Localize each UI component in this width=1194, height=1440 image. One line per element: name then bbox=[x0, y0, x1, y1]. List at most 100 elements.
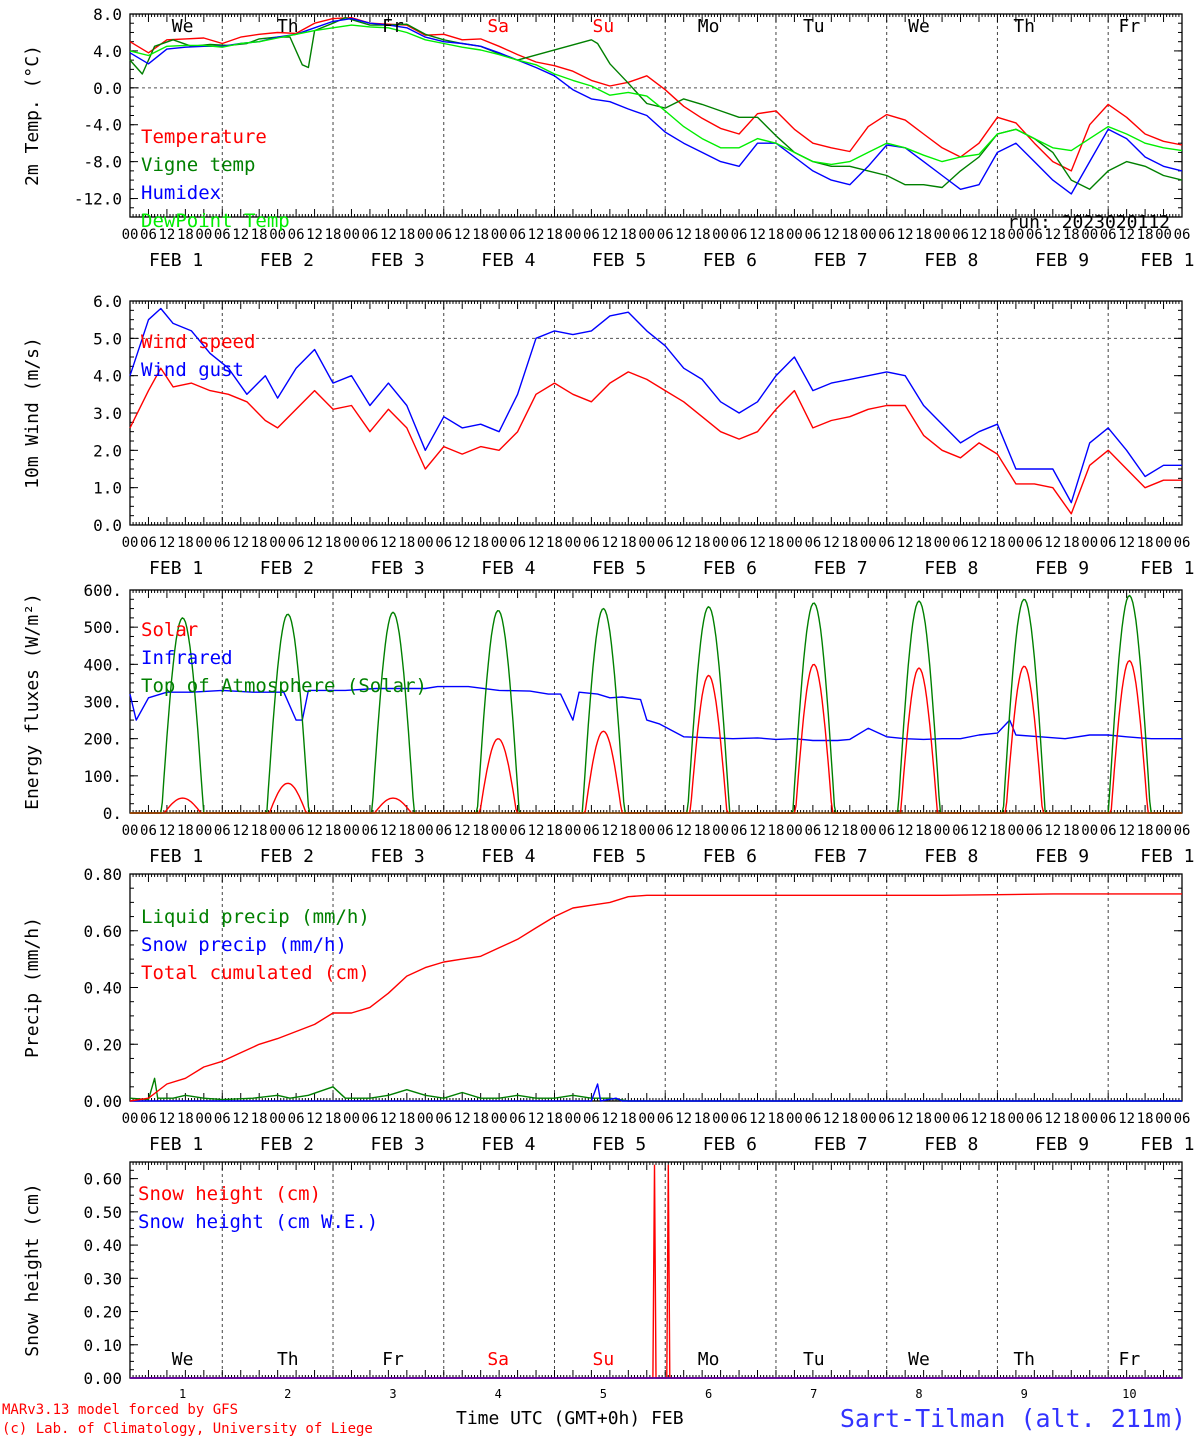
y-axis-label: 10m Wind (m/s) bbox=[22, 337, 43, 489]
x-hour-label: 06 bbox=[509, 1111, 526, 1127]
x-hour-label: 06 bbox=[362, 227, 379, 243]
x-hour-label: 18 bbox=[989, 227, 1006, 243]
x-hour-label: 00 bbox=[195, 823, 212, 839]
x-hour-label: 12 bbox=[380, 1111, 397, 1127]
x-hour-label: 12 bbox=[971, 535, 988, 551]
weekday-label: Th bbox=[277, 16, 299, 37]
y-tick-label: 600. bbox=[83, 581, 122, 600]
x-hour-label: 18 bbox=[1137, 227, 1154, 243]
x-hour-label: 00 bbox=[491, 227, 508, 243]
x-hour-label: 12 bbox=[823, 823, 840, 839]
x-hour-label: 18 bbox=[841, 1111, 858, 1127]
y-tick-label: 0.10 bbox=[83, 1336, 122, 1355]
plot-frame bbox=[129, 300, 1183, 526]
y-tick-label: 0. bbox=[103, 804, 122, 823]
x-hour-label: 00 bbox=[1007, 535, 1024, 551]
x-hour-label: 12 bbox=[1044, 535, 1061, 551]
x-hour-label: 12 bbox=[823, 535, 840, 551]
x-hour-label: 12 bbox=[232, 823, 249, 839]
x-date-label: FEB 8 bbox=[924, 846, 978, 867]
day-number: 5 bbox=[600, 1387, 607, 1401]
y-axis-label: Precip (mm/h) bbox=[22, 917, 43, 1058]
y-tick-label: 0.0 bbox=[93, 79, 122, 98]
x-hour-label: 00 bbox=[860, 535, 877, 551]
x-hour-label: 18 bbox=[1063, 535, 1080, 551]
x-hour-label: 12 bbox=[1118, 535, 1135, 551]
x-hour-label: 00 bbox=[712, 1111, 729, 1127]
y-tick-label: 8.0 bbox=[93, 5, 122, 24]
x-hour-label: 12 bbox=[306, 1111, 323, 1127]
x-hour-label: 06 bbox=[878, 535, 895, 551]
x-hour-label: 00 bbox=[786, 823, 803, 839]
x-hour-label: 00 bbox=[269, 227, 286, 243]
x-hour-label: 00 bbox=[786, 227, 803, 243]
y-axis-label: Energy fluxes (W/m²) bbox=[22, 593, 43, 810]
x-hour-label: 18 bbox=[398, 535, 415, 551]
run-annotation: run: 2023020112 bbox=[1007, 212, 1170, 233]
x-hour-label: 18 bbox=[620, 227, 637, 243]
day-number: 7 bbox=[810, 1387, 817, 1401]
weekday-label: Fr bbox=[1119, 1349, 1141, 1370]
x-hour-label: 06 bbox=[288, 535, 305, 551]
x-date-label: FEB 8 bbox=[924, 250, 978, 271]
x-hour-label: 12 bbox=[675, 227, 692, 243]
x-hour-label: 18 bbox=[251, 227, 268, 243]
x-hour-label: 00 bbox=[934, 1111, 951, 1127]
x-hour-label: 06 bbox=[583, 1111, 600, 1127]
x-hour-label: 18 bbox=[915, 535, 932, 551]
x-hour-label: 12 bbox=[971, 1111, 988, 1127]
x-hour-label: 12 bbox=[897, 823, 914, 839]
station-name: Sart-Tilman (alt. 211m) bbox=[840, 1404, 1186, 1433]
x-hour-label: 00 bbox=[343, 823, 360, 839]
x-date-label: FEB 6 bbox=[703, 1134, 757, 1155]
x-hour-label: 06 bbox=[435, 823, 452, 839]
x-hour-label: 18 bbox=[546, 1111, 563, 1127]
x-hour-label: 18 bbox=[1063, 823, 1080, 839]
x-hour-label: 18 bbox=[325, 227, 342, 243]
x-hour-label: 00 bbox=[934, 227, 951, 243]
weekday-label: Th bbox=[1013, 16, 1035, 37]
x-hour-label: 00 bbox=[1155, 227, 1172, 243]
x-hour-label: 00 bbox=[712, 535, 729, 551]
legend-entry: Wind speed bbox=[141, 331, 255, 353]
x-hour-label: 00 bbox=[417, 227, 434, 243]
weekday-label: Fr bbox=[382, 16, 404, 37]
y-tick-label: 0.30 bbox=[83, 1269, 122, 1288]
day-number: 6 bbox=[705, 1387, 712, 1401]
x-hour-label: 00 bbox=[491, 535, 508, 551]
x-hour-label: 12 bbox=[601, 823, 618, 839]
weekday-label: Su bbox=[593, 16, 615, 37]
y-tick-label: 0.0 bbox=[93, 516, 122, 535]
x-hour-label: 18 bbox=[177, 1111, 194, 1127]
x-hour-label: 12 bbox=[897, 1111, 914, 1127]
weekday-label: We bbox=[172, 1349, 194, 1370]
y-tick-label: 0.00 bbox=[83, 1369, 122, 1388]
x-hour-label: 12 bbox=[601, 227, 618, 243]
x-hour-label: 06 bbox=[583, 535, 600, 551]
x-hour-label: 00 bbox=[269, 1111, 286, 1127]
y-tick-label: 0.40 bbox=[83, 1236, 122, 1255]
x-hour-label: 00 bbox=[195, 535, 212, 551]
x-hour-label: 00 bbox=[491, 1111, 508, 1127]
x-date-label: FEB 6 bbox=[703, 846, 757, 867]
y-tick-label: 0.00 bbox=[83, 1092, 122, 1111]
x-date-label: FEB 1 bbox=[149, 250, 203, 271]
x-hour-label: 12 bbox=[306, 227, 323, 243]
x-hour-label: 06 bbox=[140, 1111, 157, 1127]
x-hour-label: 18 bbox=[398, 823, 415, 839]
x-hour-label: 18 bbox=[325, 535, 342, 551]
x-hour-label: 12 bbox=[749, 823, 766, 839]
x-hour-label: 00 bbox=[638, 227, 655, 243]
x-hour-label: 18 bbox=[1137, 535, 1154, 551]
x-date-label: FEB 10 bbox=[1140, 250, 1194, 271]
x-hour-label: 06 bbox=[214, 823, 231, 839]
x-hour-label: 18 bbox=[768, 1111, 785, 1127]
y-tick-label: 0.80 bbox=[83, 865, 122, 884]
x-date-label: FEB 1 bbox=[149, 846, 203, 867]
y-tick-label: 0.60 bbox=[83, 922, 122, 941]
x-hour-label: 00 bbox=[1081, 823, 1098, 839]
x-hour-label: 06 bbox=[804, 1111, 821, 1127]
x-date-label: FEB 9 bbox=[1035, 1134, 1089, 1155]
y-tick-label: 4.0 bbox=[93, 42, 122, 61]
x-hour-label: 18 bbox=[989, 535, 1006, 551]
